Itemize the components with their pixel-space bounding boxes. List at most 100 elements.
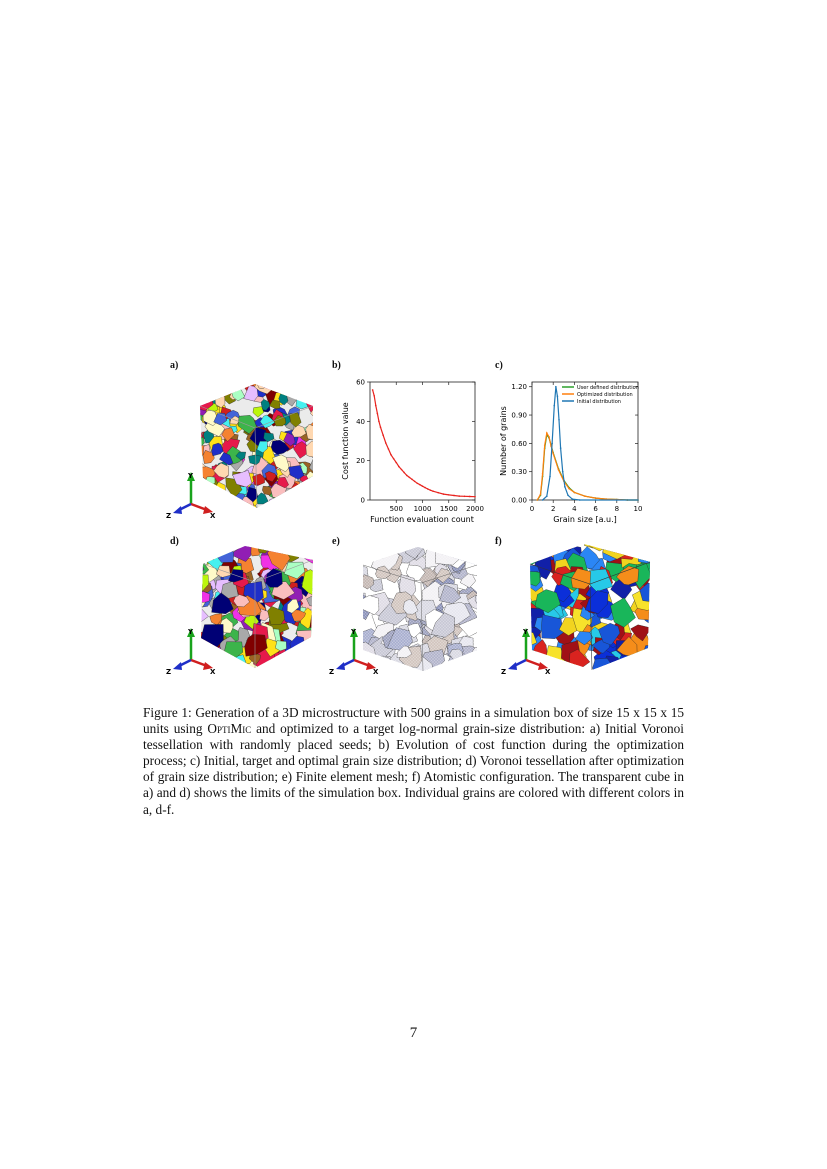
grain (575, 631, 594, 646)
grain (287, 653, 306, 668)
grain (213, 412, 227, 426)
data-point (559, 447, 562, 449)
axis-label-y: Y (522, 628, 529, 636)
y-axis-label: Cost function value (341, 402, 350, 479)
data-point (447, 494, 450, 496)
grain (301, 387, 313, 398)
data-point (408, 476, 411, 479)
grain (288, 465, 305, 480)
grain (530, 571, 541, 587)
grain (246, 486, 258, 503)
grain (263, 432, 275, 443)
y-tick-label: 20 (356, 457, 365, 465)
data-point (541, 499, 544, 501)
axis-label-y: Y (187, 472, 194, 480)
x-tick-label: 2000 (466, 505, 484, 513)
grain (435, 662, 459, 671)
axis-triad-a: Y X Z (166, 472, 216, 520)
grain (302, 642, 313, 654)
grain (270, 440, 290, 455)
grain (235, 451, 247, 461)
data-point (552, 452, 554, 455)
grain (202, 384, 215, 393)
grain (275, 653, 292, 667)
grain (530, 544, 544, 555)
data-point (458, 495, 461, 497)
grain (256, 441, 268, 454)
grain (232, 469, 253, 488)
grain (305, 496, 313, 508)
data-point (376, 412, 379, 415)
data-point (384, 442, 387, 444)
x-tick-label: 1500 (440, 505, 458, 513)
data-point (400, 468, 403, 471)
grain (622, 657, 644, 670)
data-point (392, 457, 395, 460)
data-point (573, 491, 576, 494)
grain (363, 547, 370, 562)
data-point (453, 494, 455, 497)
data-point (594, 497, 597, 499)
grain (295, 397, 309, 410)
grain (201, 574, 209, 593)
grain (270, 658, 291, 668)
data-point (584, 495, 586, 498)
data-point (373, 394, 375, 397)
grain (530, 544, 541, 550)
data-point (432, 490, 434, 492)
axis-label-z: Z (329, 668, 334, 676)
x-tick-label: 0 (530, 505, 534, 513)
grain (200, 384, 213, 399)
atomistic-configuration-cube (529, 544, 651, 671)
grain (299, 490, 313, 508)
grain (620, 657, 641, 670)
data-point (564, 485, 566, 488)
data-point (398, 465, 400, 468)
panel-label-f: f) (495, 536, 502, 547)
voronoi-cube-optimized (201, 546, 314, 668)
grain (306, 479, 313, 492)
grain (309, 614, 313, 631)
grain (642, 660, 650, 670)
data-point (536, 499, 539, 501)
grain (616, 565, 639, 586)
data-point (378, 420, 380, 423)
grain (301, 387, 312, 400)
grain (588, 544, 610, 552)
grain (233, 593, 250, 608)
y-tick-label: 60 (356, 379, 365, 387)
data-point (416, 482, 419, 485)
series-line-0 (372, 389, 476, 498)
data-point (374, 404, 377, 407)
grain (302, 386, 313, 405)
grain (201, 387, 216, 401)
grain (297, 494, 309, 507)
data-point (594, 499, 597, 501)
panel-label-c: c) (495, 360, 503, 371)
grain (301, 640, 313, 653)
grain (219, 452, 234, 466)
grain (203, 546, 229, 558)
axis-label-x: X (210, 668, 216, 676)
figure-caption: Figure 1: Generation of a 3D microstruct… (143, 705, 684, 818)
data-point (637, 499, 639, 501)
data-point (395, 461, 398, 464)
grain (298, 653, 313, 668)
data-point (539, 493, 542, 496)
data-point (426, 488, 429, 490)
data-point (463, 495, 466, 498)
caption-lead: Figure 1: Generation of a 3D microstruct… (143, 705, 684, 737)
cost-function-chart: 500 1000 1500 2000 0 20 40 60 Function evaluati… (341, 379, 484, 525)
grain (287, 598, 300, 614)
page-number: 7 (409, 1025, 418, 1041)
x-tick-label: 2 (551, 505, 555, 513)
grain (224, 662, 246, 668)
grain (634, 658, 650, 670)
grain (308, 458, 313, 475)
axis-label-y: Y (187, 628, 194, 636)
data-point (546, 495, 548, 498)
data-point (568, 487, 570, 490)
legend-entry: Initial distribution (577, 399, 621, 405)
data-point (442, 493, 445, 495)
data-point (379, 426, 382, 429)
